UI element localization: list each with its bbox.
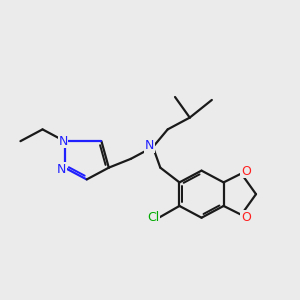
- Text: N: N: [58, 135, 68, 148]
- Text: O: O: [241, 165, 250, 178]
- Text: O: O: [241, 211, 250, 224]
- Text: N: N: [145, 139, 154, 152]
- Text: Cl: Cl: [147, 211, 160, 224]
- Text: N: N: [57, 163, 66, 176]
